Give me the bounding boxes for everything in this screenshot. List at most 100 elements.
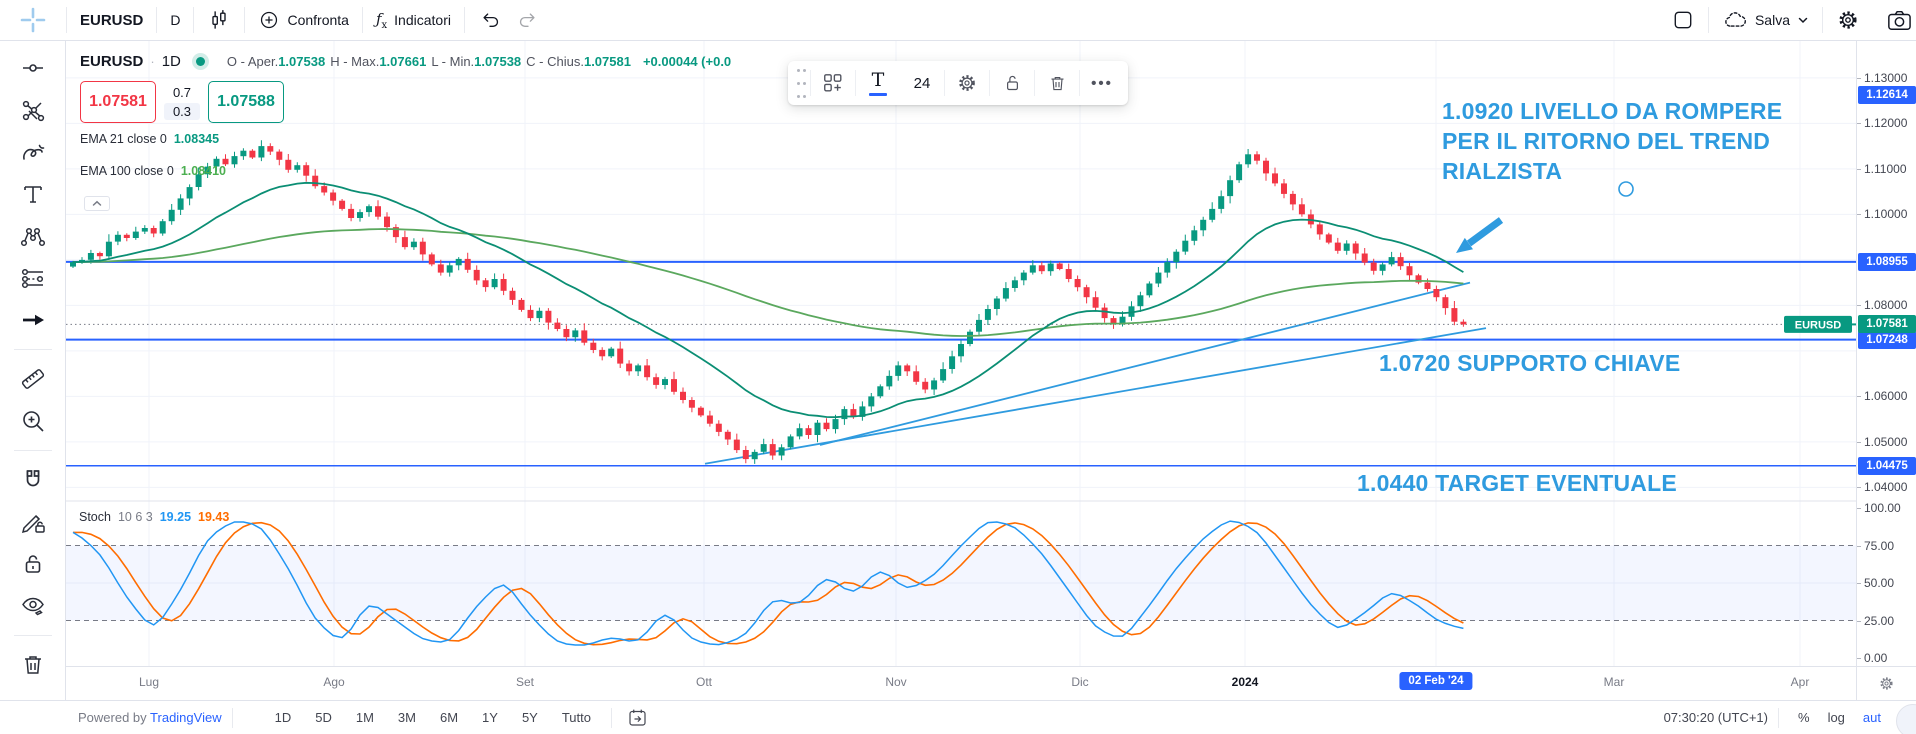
text-tool-icon: T (871, 68, 885, 91)
log-scale-button[interactable]: log (1827, 710, 1845, 725)
sell-price-button[interactable]: 1.07581 (80, 81, 156, 123)
tradingview-link[interactable]: TradingView (150, 710, 222, 725)
range-button-tutto[interactable]: Tutto (552, 707, 601, 728)
text-color-button[interactable]: T (856, 65, 900, 101)
toolbar-separator (1778, 707, 1779, 728)
price-tick-label: 1.11000 (1857, 161, 1907, 176)
range-button-1m[interactable]: 1M (346, 707, 384, 728)
range-button-6m[interactable]: 6M (430, 707, 468, 728)
svg-text:EURUSD: EURUSD (1795, 319, 1842, 331)
range-button-1y[interactable]: 1Y (472, 707, 508, 728)
time-axis[interactable]: Lug Ago Set Ott Nov Dic 2024 Mar Apr 02 Feb '24 (66, 666, 1856, 700)
stoch-d-value: 19.43 (198, 510, 230, 524)
toolbar-separator (156, 7, 158, 33)
gear-icon (959, 75, 975, 91)
price-axis-badge[interactable]: 1.07248 (1858, 330, 1916, 349)
floating-button-clipped[interactable] (1896, 704, 1916, 734)
toolbar-separator (1707, 7, 1709, 33)
undo-icon (483, 13, 499, 27)
price-axis-badge[interactable]: 1.04475 (1858, 456, 1916, 475)
chart-canvas[interactable]: EURUSD (66, 41, 1856, 666)
interval-button[interactable]: D (157, 0, 193, 40)
price-axis[interactable]: 1.13000 1.12000 1.11000 1.10000 1.08000 1.060… (1856, 41, 1916, 666)
price-tick-label: 1.05000 (1856, 434, 1908, 449)
redo-button[interactable] (509, 0, 553, 40)
ohlc-label: L - Min. (431, 53, 475, 69)
drawing-lock-button[interactable] (990, 65, 1034, 101)
price-axis-badge[interactable]: 1.07581 (1858, 315, 1916, 334)
legend-interval[interactable]: 1D (161, 52, 181, 70)
calendar-icon (628, 709, 646, 726)
go-to-date-button[interactable] (622, 705, 652, 731)
drawing-mode-lock-tool[interactable] (14, 503, 52, 541)
annotation-line: PER IL RITORNO DEL TREND (1442, 128, 1771, 154)
time-tick-label: Dic (1071, 675, 1089, 689)
market-status-dot[interactable] (195, 56, 205, 66)
ohlc-label: H - Max. (330, 53, 380, 69)
stoch-name[interactable]: Stoch (79, 510, 111, 524)
symbol-search-button[interactable]: EURUSD (67, 0, 156, 40)
layout-button[interactable] (1658, 0, 1708, 40)
legend-symbol[interactable]: EURUSD (80, 52, 144, 70)
percent-scale-button[interactable]: % (1798, 710, 1810, 725)
toolbar-drag-handle[interactable] (792, 65, 810, 101)
remove-drawings-tool[interactable] (14, 646, 52, 684)
legend-collapse-button[interactable] (84, 196, 110, 211)
annotation-key-support[interactable]: 1.0720 SUPPORTO CHIAVE (1379, 350, 1681, 376)
range-button-5d[interactable]: 5D (305, 707, 342, 728)
text-tool[interactable] (14, 175, 52, 213)
measure-ruler-tool[interactable] (14, 360, 52, 398)
gear-icon (1880, 677, 1893, 690)
template-button[interactable] (811, 65, 855, 101)
save-label: Salva (1754, 12, 1790, 28)
time-tick-label: Set (515, 675, 535, 689)
axis-settings-corner[interactable] (1856, 666, 1916, 700)
layout-icon (1674, 11, 1692, 29)
range-button-1d[interactable]: 1D (265, 707, 302, 728)
annotation-target[interactable]: 1.0440 TARGET EVENTUALE (1357, 470, 1677, 496)
price-tick-label: 0.00 (1856, 651, 1888, 665)
clock[interactable]: 07:30:20 (UTC+1) (1663, 710, 1768, 725)
range-button-5y[interactable]: 5Y (512, 707, 548, 728)
brush-tool[interactable] (14, 133, 52, 171)
auto-scale-button[interactable]: aut (1862, 710, 1881, 725)
indicator-legend-row[interactable]: EMA 100 close 0 1.08410 (80, 155, 731, 187)
save-button[interactable]: Salva (1709, 0, 1822, 40)
arrow-marker-tool[interactable] (14, 301, 52, 339)
lock-all-drawings-tool[interactable] (14, 545, 52, 583)
undo-button[interactable] (465, 0, 509, 40)
screenshot-button[interactable] (1873, 0, 1916, 40)
toolbar-separator (231, 707, 233, 728)
annotation-breakout-level[interactable]: 1.0920 LIVELLO DA ROMPERE PER IL RITORNO… (1442, 96, 1782, 186)
ellipsis-icon: ••• (1091, 74, 1113, 92)
price-axis-badge[interactable]: 1.12614 (1858, 86, 1916, 105)
indicator-legend-row[interactable]: EMA 21 close 0 1.08345 (80, 123, 731, 155)
font-size-button[interactable]: 24 (900, 65, 944, 101)
zoom-in-tool[interactable] (14, 402, 52, 440)
circle-plus-icon (261, 11, 278, 29)
chart-type-button[interactable] (194, 0, 244, 40)
chevron-up-icon (92, 200, 102, 206)
trend-line-tool[interactable] (14, 49, 52, 87)
prediction-tool[interactable] (14, 259, 52, 297)
indicators-button[interactable]: ƒx Indicatori (363, 0, 464, 40)
range-button-3m[interactable]: 3M (388, 707, 426, 728)
drawing-settings-button[interactable] (945, 65, 989, 101)
bottom-toolbar: Powered by TradingView 1D 5D 1M 3M 6M 1Y 5Y Tut… (0, 700, 1916, 734)
magnet-mode-tool[interactable] (14, 461, 52, 499)
indicator-name: EMA 100 close 0 (80, 164, 174, 178)
hide-drawings-tool[interactable] (14, 587, 52, 625)
price-tick-label: 50.00 (1856, 576, 1895, 590)
compare-button[interactable]: Confronta (245, 0, 361, 40)
xabcd-pattern-tool[interactable] (14, 217, 52, 255)
cloud-icon (1725, 12, 1746, 27)
settings-button[interactable] (1823, 0, 1873, 40)
more-options-button[interactable]: ••• (1080, 65, 1124, 101)
crosshair-cursor-icon[interactable] (0, 0, 66, 40)
drawing-floating-toolbar: T 24 ••• (788, 61, 1128, 105)
current-date-badge[interactable]: 02 Feb '24 (1399, 672, 1473, 690)
fibonacci-gann-tool[interactable] (14, 91, 52, 129)
price-axis-badge[interactable]: 1.08955 (1858, 252, 1916, 271)
buy-price-button[interactable]: 1.07588 (208, 81, 284, 123)
drawing-delete-button[interactable] (1035, 65, 1079, 101)
